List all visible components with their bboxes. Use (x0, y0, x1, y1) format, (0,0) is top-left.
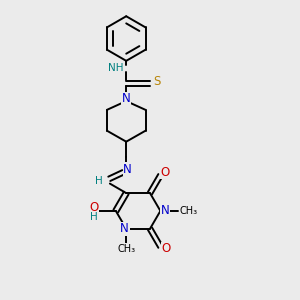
Text: N: N (120, 222, 129, 235)
Text: H: H (90, 212, 98, 222)
Text: N: N (160, 204, 169, 218)
Text: S: S (153, 75, 160, 88)
Text: CH₃: CH₃ (117, 244, 135, 254)
Text: H: H (95, 176, 103, 186)
Text: O: O (89, 201, 98, 214)
Text: NH: NH (108, 63, 124, 73)
Text: O: O (161, 242, 170, 256)
Text: N: N (123, 163, 132, 176)
Text: CH₃: CH₃ (180, 206, 198, 216)
Text: O: O (160, 166, 170, 179)
Text: N: N (122, 92, 130, 105)
